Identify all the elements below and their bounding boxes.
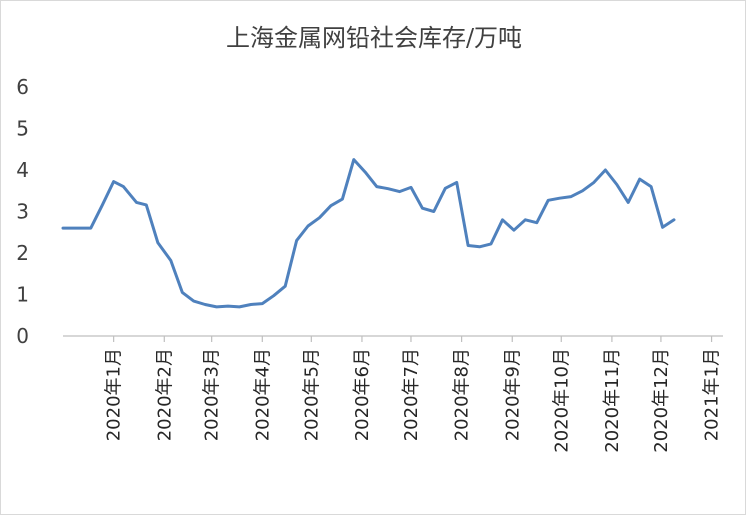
x-tick-label: 2020年8月 (452, 348, 473, 441)
x-tick-label: 2020年2月 (154, 348, 175, 441)
y-tick-label: 0 (16, 324, 29, 348)
series-layer (61, 158, 676, 309)
series-line (61, 158, 676, 309)
x-tick-label: 2020年6月 (352, 348, 373, 441)
y-tick-label: 3 (16, 200, 29, 224)
x-tick-label: 2020年10月 (551, 348, 572, 453)
x-axis-ticks: 2020年1月 2020年2月 2020年3月 2020年4月 2020年5月 2020年… (104, 336, 723, 453)
x-tick-label: 2020年3月 (202, 348, 223, 441)
x-tick-label: 2020年9月 (502, 348, 523, 441)
y-axis-ticks: 0 1 2 3 4 5 6 (16, 75, 29, 348)
y-tick-label: 6 (16, 75, 29, 99)
x-tick-label: 2020年5月 (301, 348, 322, 441)
y-tick-label: 5 (16, 117, 29, 141)
x-tick-label: 2020年12月 (651, 348, 672, 453)
y-tick-label: 4 (16, 158, 29, 182)
y-tick-label: 1 (16, 283, 29, 307)
x-tick-label: 2020年1月 (104, 348, 125, 441)
chart-title: 上海金属网铅社会库存/万吨 (226, 24, 522, 52)
x-tick-label: 2020年7月 (401, 348, 422, 441)
x-tick-label: 2021年1月 (702, 348, 723, 441)
x-tick-label: 2020年11月 (602, 348, 623, 453)
y-tick-label: 2 (16, 241, 29, 265)
x-tick-label: 2020年4月 (252, 348, 273, 441)
